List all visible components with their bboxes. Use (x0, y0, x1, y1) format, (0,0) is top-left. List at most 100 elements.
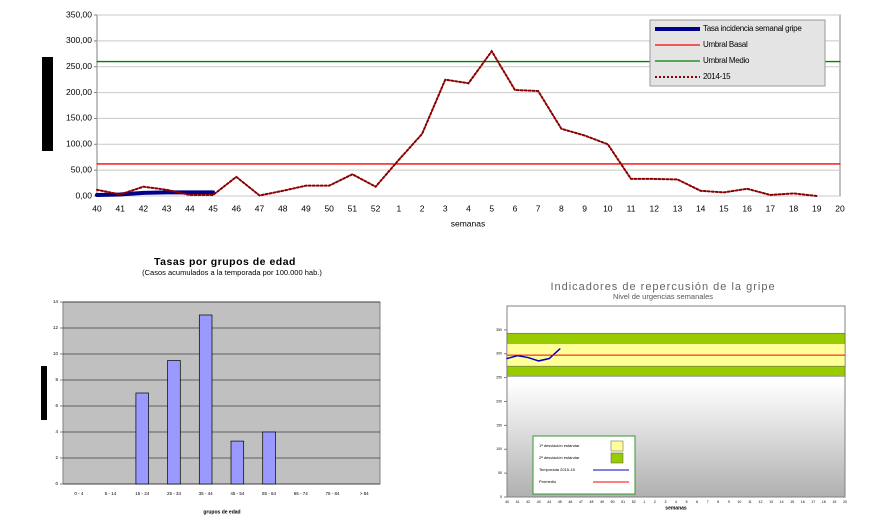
x-tick-label: 18 (822, 500, 826, 504)
x-tick-label: 25 - 34 (167, 491, 182, 496)
x-tick-label: 44 (185, 203, 195, 213)
x-tick-label: 41 (115, 203, 125, 213)
x-tick-label: 4 (466, 203, 471, 213)
x-tick-label: 0 - 4 (74, 491, 84, 496)
x-tick-label: 4 (675, 500, 677, 504)
x-tick-label: 6 (513, 203, 518, 213)
x-tick-label: 7 (707, 500, 709, 504)
x-tick-label: 51 (621, 500, 625, 504)
x-tick-label: 52 (632, 500, 636, 504)
legend-label: Promedio (539, 479, 557, 484)
chart-title: Indicadores de repercusión de la gripe (550, 281, 775, 293)
x-tick-label: 11 (748, 500, 752, 504)
x-tick-label: 20 (835, 203, 845, 213)
legend-label: Umbral Medio (703, 56, 750, 65)
x-tick-label: 46 (568, 500, 572, 504)
x-tick-label: 45 (558, 500, 562, 504)
legend-label: Tasa incidencia semanal gripe (703, 24, 802, 33)
y-tick-label: 6 (55, 403, 58, 408)
legend-label: 2014-15 (703, 72, 731, 81)
x-axis-label: semanas (665, 505, 687, 511)
x-tick-label: 42 (526, 500, 530, 504)
x-tick-label: 65 - 74 (294, 491, 309, 496)
y-tick-label: 350,00 (66, 9, 92, 19)
y-tick-label: 8 (55, 377, 58, 382)
x-tick-label: 8 (717, 500, 719, 504)
bar (167, 360, 181, 485)
legend-swatch (610, 452, 624, 464)
x-tick-label: 44 (547, 500, 551, 504)
y-tick-label: 250 (496, 376, 502, 380)
line-series (96, 49, 818, 197)
x-tick-label: 15 (790, 500, 794, 504)
x-tick-label: 55 - 64 (262, 491, 277, 496)
x-tick-label: 19 (812, 203, 822, 213)
y-tick-label: 4 (55, 429, 58, 434)
x-tick-label: 10 (737, 500, 741, 504)
x-tick-label: 15 - 24 (135, 491, 150, 496)
y-tick-label: 100,00 (66, 139, 92, 149)
chart-subtitle: (Casos acumulados a la temporada por 100… (142, 268, 322, 277)
y-tick-label: 300,00 (66, 35, 92, 45)
y-tick-label: 2 (55, 455, 58, 460)
x-tick-label: 46 (232, 203, 242, 213)
x-tick-label: 11 (627, 203, 636, 213)
x-tick-label: 48 (278, 203, 288, 213)
y-tick-label: 150,00 (66, 113, 92, 123)
x-tick-label: 52 (371, 203, 381, 213)
y-tick-label: 10 (53, 351, 59, 356)
x-tick-label: 10 (603, 203, 613, 213)
line-series (506, 348, 561, 362)
x-tick-label: 3 (443, 203, 448, 213)
x-tick-label: 13 (769, 500, 773, 504)
x-tick-label: 50 (611, 500, 615, 504)
bar (262, 431, 276, 485)
x-tick-label: 40 (92, 203, 102, 213)
x-tick-label: 3 (664, 500, 666, 504)
y-tick-label: 100 (496, 447, 502, 451)
y-tick-label: 50,00 (71, 164, 93, 174)
y-tick-label: 12 (53, 325, 59, 330)
x-tick-label: 9 (582, 203, 587, 213)
x-tick-label: 47 (255, 203, 265, 213)
y-tick-label: 50 (498, 471, 502, 475)
y-tick-label: 200,00 (66, 87, 92, 97)
x-tick-label: 5 (686, 500, 688, 504)
plot-area (62, 301, 381, 485)
y-tick-label: 200 (496, 399, 502, 403)
x-tick-label: 7 (536, 203, 541, 213)
x-axis-label: semanas (451, 218, 486, 228)
x-tick-label: 6 (696, 500, 698, 504)
x-tick-label: 8 (559, 203, 564, 213)
x-tick-label: 9 (728, 500, 730, 504)
x-tick-label: 19 (832, 500, 836, 504)
x-tick-label: 40 (505, 500, 509, 504)
x-tick-label: 16 (801, 500, 805, 504)
y-tick-label: 300 (496, 352, 502, 356)
x-tick-label: 5 (489, 203, 494, 213)
y-tick-label: 350 (496, 328, 502, 332)
x-tick-label: 48 (590, 500, 594, 504)
x-tick-label: 14 (780, 500, 784, 504)
x-tick-label: 43 (162, 203, 172, 213)
x-tick-label: > 84 (360, 491, 369, 496)
x-tick-label: 13 (673, 203, 683, 213)
x-tick-label: 12 (759, 500, 763, 504)
redacted-label (41, 366, 47, 420)
x-tick-label: 5 - 14 (105, 491, 117, 496)
x-tick-label: 15 (719, 203, 729, 213)
legend-label: 2ª desviación estándar (539, 455, 580, 460)
y-tick-label: 0,00 (75, 190, 92, 200)
chart-title: Tasas por grupos de edad (154, 256, 296, 268)
x-tick-label: 49 (600, 500, 604, 504)
x-tick-label: 1 (643, 500, 645, 504)
x-tick-label: 1 (396, 203, 401, 213)
x-tick-label: 12 (650, 203, 660, 213)
x-tick-label: 2 (654, 500, 656, 504)
x-tick-label: 49 (301, 203, 311, 213)
x-tick-label: 41 (516, 500, 520, 504)
x-tick-label: 17 (811, 500, 815, 504)
legend-label: Umbral Basal (703, 40, 748, 49)
x-tick-label: 51 (348, 203, 358, 213)
